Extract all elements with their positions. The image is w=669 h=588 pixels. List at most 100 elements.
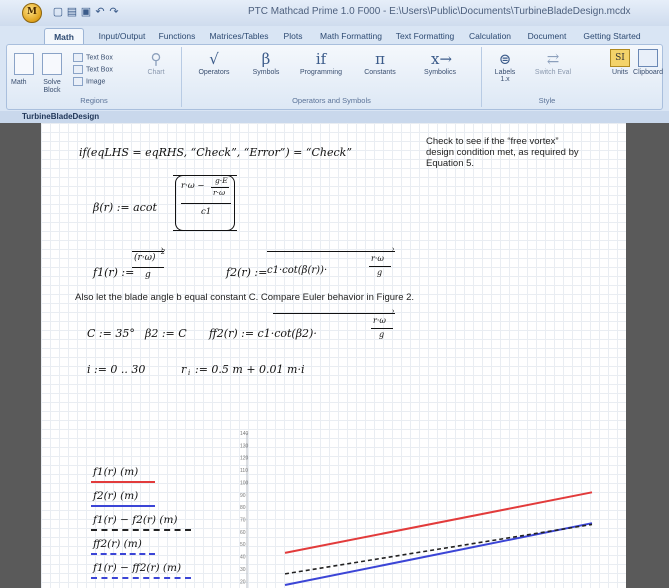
legend-f2: f2(r) (m) bbox=[93, 490, 139, 502]
labels-icon: ⊜ bbox=[498, 50, 512, 68]
check-note-line-1[interactable]: Check to see if the “free vortex” bbox=[426, 136, 559, 147]
f1-vectorize-arrow: › bbox=[161, 246, 164, 253]
beta2-definition[interactable]: β2 := C bbox=[145, 327, 187, 340]
symbols-button[interactable]: β Symbols bbox=[244, 51, 288, 76]
beta-right-paren bbox=[173, 175, 235, 231]
f2-vectorize-arrow: › bbox=[392, 246, 395, 253]
text-box-button[interactable]: Text Box bbox=[73, 53, 113, 62]
tab-input-output[interactable]: Input/Output bbox=[98, 31, 146, 41]
units-icon: SI bbox=[610, 49, 630, 67]
new-icon[interactable]: ▢ bbox=[52, 6, 64, 18]
tab-text-formatting[interactable]: Text Formatting bbox=[395, 31, 455, 41]
text-block-button[interactable]: Text Box bbox=[73, 65, 113, 74]
tab-calculation[interactable]: Calculation bbox=[468, 31, 512, 41]
constants-button[interactable]: π Constants bbox=[354, 51, 406, 76]
programming-button[interactable]: if Programming bbox=[294, 51, 348, 76]
y-tick-label: 70 bbox=[240, 518, 246, 524]
ribbon-tabs: Math Input/Output Functions Matrices/Tab… bbox=[0, 26, 669, 44]
text-block-label: Text Box bbox=[86, 66, 113, 74]
legend-ff2-swatch bbox=[91, 553, 155, 555]
tab-plots[interactable]: Plots bbox=[283, 31, 303, 41]
clipboard-button[interactable]: Clipboard bbox=[633, 49, 663, 76]
app-menu-button[interactable]: M bbox=[22, 3, 42, 23]
ff2-numerator: r·ω bbox=[373, 316, 386, 325]
regions-group: Math Solve Block Text Box Text Box Image… bbox=[7, 47, 182, 107]
labels-value: 1.x bbox=[500, 76, 510, 83]
check-note-line-2[interactable]: design condition met, as required by bbox=[426, 147, 579, 158]
units-button[interactable]: SI Units bbox=[607, 49, 633, 76]
blade-angle-note[interactable]: Also let the blade angle b equal constan… bbox=[75, 292, 415, 303]
y-tick-label: 120 bbox=[240, 456, 249, 462]
c-definition[interactable]: C := 35° bbox=[87, 327, 135, 340]
legend-f1-minus-f2: f1(r) − f2(r) (m) bbox=[93, 514, 178, 526]
document-tab[interactable]: TurbineBladeDesign bbox=[22, 112, 100, 121]
tab-getting-started[interactable]: Getting Started bbox=[583, 31, 641, 41]
line-plot[interactable]: 102030405060708090100110120130140 bbox=[237, 431, 617, 588]
r-body: := 0.5 m + 0.01 m·i bbox=[195, 363, 305, 376]
switch-icon: ⇄ bbox=[546, 50, 560, 68]
units-label: Units bbox=[612, 69, 628, 76]
labels-label: Labels bbox=[494, 69, 516, 76]
labels-button[interactable]: ⊜ Labels 1.x bbox=[486, 51, 524, 83]
y-tick-label: 20 bbox=[240, 579, 246, 585]
square-root-icon: √ bbox=[209, 50, 219, 68]
r-lhs: r bbox=[181, 363, 187, 376]
tab-matrices-tables[interactable]: Matrices/Tables bbox=[209, 31, 269, 41]
y-tick-label: 40 bbox=[240, 555, 246, 561]
operators-symbols-group: √ Operators β Symbols if Programming π Const… bbox=[182, 47, 482, 107]
clipboard-icon bbox=[638, 49, 658, 67]
style-group-label: Style bbox=[538, 96, 556, 105]
switch-eval-button[interactable]: ⇄ Switch Eval bbox=[530, 51, 576, 76]
text-box-icon bbox=[73, 53, 83, 62]
tab-math[interactable]: Math bbox=[44, 28, 84, 44]
undo-icon[interactable]: ↶ bbox=[95, 6, 105, 18]
series-line-0 bbox=[284, 491, 593, 554]
redo-icon[interactable]: ↷ bbox=[109, 6, 119, 18]
text-block-icon bbox=[73, 65, 83, 74]
regions-group-label: Regions bbox=[80, 96, 108, 105]
y-tick-label: 60 bbox=[240, 530, 246, 536]
y-tick-label: 110 bbox=[240, 468, 248, 474]
tab-functions[interactable]: Functions bbox=[158, 31, 196, 41]
solve-block-icon[interactable] bbox=[42, 53, 62, 75]
ff2-vectorize-bar bbox=[273, 313, 395, 314]
f2-denominator: g bbox=[377, 268, 383, 277]
symbolic-arrow-icon: x→ bbox=[431, 50, 453, 68]
check-note-line-3[interactable]: Equation 5. bbox=[426, 158, 475, 169]
f1-vectorize-bar bbox=[132, 251, 164, 252]
y-tick-label: 90 bbox=[240, 493, 246, 499]
clipboard-label: Clipboard bbox=[633, 69, 663, 76]
legend-f1-swatch bbox=[91, 481, 155, 483]
beta-denominator: c1 bbox=[201, 207, 212, 217]
check-expression[interactable]: if(eqLHS = eqRHS, “Check”, “Error”) = “C… bbox=[79, 146, 352, 159]
beta-lhs: β(r) := acot bbox=[93, 201, 157, 214]
tab-document[interactable]: Document bbox=[527, 31, 567, 41]
chart-button[interactable]: ⚲ Chart bbox=[139, 51, 173, 76]
ribbon: Math Solve Block Text Box Text Box Image… bbox=[6, 44, 663, 110]
symbolics-label: Symbolics bbox=[424, 69, 456, 76]
tab-math-formatting[interactable]: Math Formatting bbox=[320, 31, 382, 41]
math-region-icon[interactable] bbox=[14, 53, 34, 75]
beta-inner-fraction-bar bbox=[211, 187, 229, 188]
legend-f2-swatch bbox=[91, 505, 155, 507]
f2-lhs: f2(r) := bbox=[226, 266, 268, 279]
if-icon: if bbox=[315, 50, 327, 68]
beta-icon: β bbox=[261, 50, 271, 68]
operators-button[interactable]: √ Operators bbox=[190, 51, 238, 76]
i-range-definition[interactable]: i := 0 .. 30 bbox=[87, 363, 146, 376]
constants-label: Constants bbox=[364, 69, 396, 76]
open-icon[interactable]: ▤ bbox=[66, 6, 78, 18]
save-icon[interactable]: ▣ bbox=[80, 6, 92, 18]
symbolics-button[interactable]: x→ Symbolics bbox=[412, 51, 468, 76]
programming-label: Programming bbox=[299, 69, 342, 76]
y-tick-label: 130 bbox=[240, 443, 249, 449]
app-logo: M bbox=[27, 7, 37, 17]
legend-f1-minus-f2-swatch bbox=[91, 529, 191, 531]
image-button[interactable]: Image bbox=[73, 77, 105, 86]
switch-eval-label: Switch Eval bbox=[534, 69, 572, 76]
f2-fraction-bar bbox=[369, 266, 391, 267]
ff2-lhs: ff2(r) := c1·cot(β2)· bbox=[209, 327, 317, 340]
worksheet[interactable]: if(eqLHS = eqRHS, “Check”, “Error”) = “C… bbox=[41, 123, 626, 588]
f2-numerator: r·ω bbox=[371, 254, 384, 263]
